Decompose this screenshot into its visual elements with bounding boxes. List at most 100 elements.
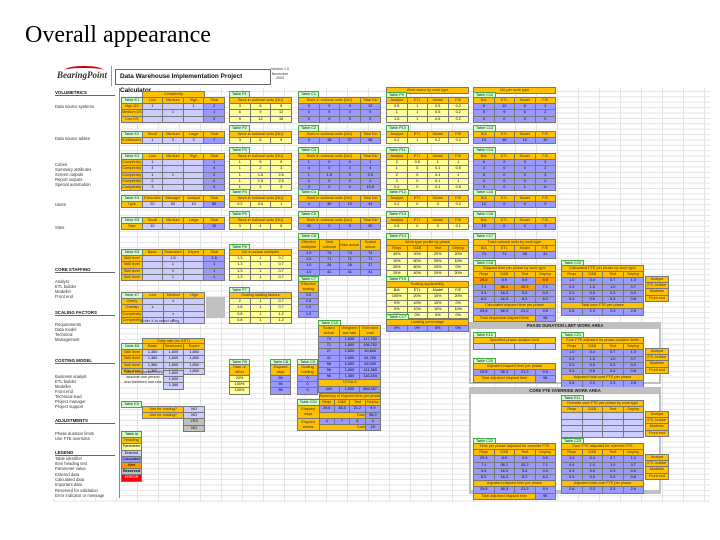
rating-cell[interactable] [183,298,205,306]
total-label: Total adjusted elapsed time [473,492,536,500]
input-cell[interactable]: 1,600 [163,376,184,384]
input-cell[interactable]: 3 [162,137,184,145]
yes-no-dropdown[interactable]: NO [183,412,205,420]
input-cell[interactable]: 10 [182,201,205,209]
calc-cell: 12 [359,103,381,111]
input-cell[interactable] [141,273,164,282]
table-title: Specified phase duration limit [473,336,556,345]
table-row: 0% 10% 10% 10% [386,305,469,314]
input-cell[interactable] [162,183,184,192]
input-cell[interactable] [534,343,556,351]
input-cell[interactable] [141,115,164,123]
sheet-header: BearingPoint Data Warehouse Implementati… [53,64,710,94]
label-reserved: Reserved for validation [55,488,98,493]
param-cell: 1 [406,115,428,123]
table-row: Elapsed weeks 4 7 6 2 [297,417,382,432]
col-header: Deploy [534,271,556,279]
input-cell[interactable] [182,183,205,192]
option-yes[interactable]: YES [183,418,205,426]
rating-cell[interactable] [183,304,205,312]
table-row: 29.6 36.3 21.2 9.9 [473,369,556,377]
input-cell[interactable]: 1,850 [183,349,205,357]
section-legend: LEGEND [55,450,115,456]
input-cell[interactable]: 20 [141,201,164,209]
calc-cell: 0 [493,223,515,231]
param-cell: 3 [270,183,292,192]
param-cell: 9 [270,103,292,111]
option-no[interactable]: NO [183,424,205,432]
input-cell[interactable] [493,343,515,351]
param-cell: 3 [270,165,292,173]
input-cell[interactable] [561,430,583,439]
input-cell[interactable]: 3 [141,183,164,192]
input-cell[interactable] [182,273,205,282]
input-cell[interactable]: 1,850 [183,355,205,363]
calc-cell: 96 [270,381,291,389]
table-title: Effective scaling [298,281,319,293]
input-cell[interactable] [473,343,495,351]
input-cell[interactable]: 1 [162,273,184,282]
param-cell: 3 [229,137,251,145]
table-row: 2.6 2.3 2.3 2.6 [561,380,644,388]
input-cell[interactable]: 10 [141,223,164,231]
calc-cell: 10 [339,201,361,209]
input-cell[interactable] [581,430,603,439]
section-adjustments: ADJUSTMENTS [55,418,115,424]
table-row: 5.4 16.3 5.4 0.0 [473,289,556,298]
input-cell[interactable] [182,223,205,231]
section-scaling-factors: SCALING FACTORS [55,310,115,316]
col-header: F/E [534,245,556,253]
calc-cell: 9.9 [364,405,382,413]
input-cell[interactable]: 50 [162,201,184,209]
table-row: 1.0 0.4 0.7 1.0 [561,277,644,285]
input-cell[interactable] [182,115,205,123]
calc-cell: 96 [270,374,291,383]
rating-cell[interactable] [183,316,205,325]
col-header: Total [203,194,225,203]
calc-cell: 80 [203,201,225,209]
input-cell[interactable] [514,343,536,351]
input-cell[interactable]: 1,850 [183,361,205,369]
table-title: Work in notional units (NU) [229,194,292,203]
param-cell: 1 [249,273,272,282]
row-header: Elapsed weeks [297,417,320,432]
input-cell[interactable]: 1,360 [163,382,184,390]
table-p14: Work type profile by phase Reqs D&B Test De… [386,238,469,278]
input-cell[interactable] [602,430,624,439]
row-header: Elapsed days [297,405,320,419]
param-cell: 0.5 [447,183,469,192]
rating-cell[interactable] [183,310,205,318]
label-item-heading-text: Item heading text [55,461,88,466]
param-cell: 0.2 [447,115,469,123]
calc-cell: 10 [203,223,225,231]
calc-cell: 1.5 [203,255,225,263]
calc-cell: 41 [318,268,340,276]
input-cell[interactable]: 1 [141,137,164,145]
table-row: Skill level 1 1 [121,261,225,269]
row-header: Skill level [121,273,143,282]
input-cell[interactable] [162,115,184,123]
role-label: Analyst [645,347,669,356]
input-cell[interactable] [162,223,184,231]
table-row: Low DS 0 [121,115,225,123]
legend-heading: Heading [121,437,142,445]
input-cell[interactable]: 3 [182,137,205,145]
col-header: Effective multiplier [298,239,320,251]
yes-no-dropdown[interactable]: NO [183,405,205,414]
calc-cell: 40,640 [359,348,381,356]
input-cell[interactable] [622,430,644,439]
spreadsheet[interactable]: BearingPoint Data Warehouse Implementati… [53,64,710,502]
col-header: F/E [447,194,469,203]
table-title: Calculated FTE per phase by work type [561,264,644,273]
role-label: Analyst [645,410,669,419]
calc-cell: 0% [406,325,428,333]
input-cell[interactable]: 1,850 [183,367,205,376]
table-c8: Elapsed days 96 96 96 [270,364,291,395]
col-header: F/E [534,96,556,105]
table-id: Table E5 [121,216,143,225]
calc-cell: 3 [534,223,556,231]
input-cell[interactable]: 1,800 [163,369,184,378]
